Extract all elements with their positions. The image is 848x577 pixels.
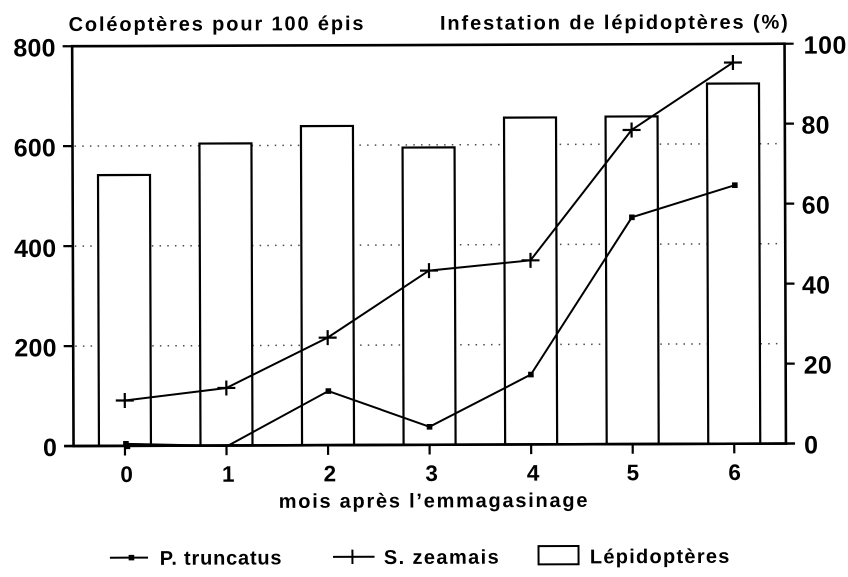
svg-text:80: 80 xyxy=(801,111,829,139)
svg-text:2: 2 xyxy=(324,461,337,486)
svg-text:0: 0 xyxy=(43,434,57,462)
svg-text:4: 4 xyxy=(527,461,540,486)
svg-text:400: 400 xyxy=(14,235,56,263)
svg-text:Infestation de lépidoptères (%: Infestation de lépidoptères (%) xyxy=(440,12,790,35)
svg-text:20: 20 xyxy=(804,351,832,379)
svg-text:Coléoptères pour 100 épis: Coléoptères pour 100 épis xyxy=(69,13,366,36)
svg-text:Lépidoptères: Lépidoptères xyxy=(590,546,731,568)
svg-text:0: 0 xyxy=(120,462,133,487)
svg-text:200: 200 xyxy=(14,334,56,362)
svg-text:40: 40 xyxy=(802,271,830,299)
svg-text:0: 0 xyxy=(804,431,818,459)
svg-text:1: 1 xyxy=(222,462,235,487)
svg-text:5: 5 xyxy=(627,460,640,485)
svg-text:600: 600 xyxy=(14,134,56,162)
svg-text:100: 100 xyxy=(804,32,847,60)
svg-text:P. truncatus: P. truncatus xyxy=(160,547,283,569)
svg-text:60: 60 xyxy=(802,191,830,219)
svg-text:3: 3 xyxy=(425,461,438,486)
svg-text:mois après l’emmagasinage: mois après l’emmagasinage xyxy=(279,490,590,513)
svg-text:6: 6 xyxy=(728,460,741,485)
svg-text:S. zeamais: S. zeamais xyxy=(384,547,500,569)
svg-text:800: 800 xyxy=(13,34,55,62)
